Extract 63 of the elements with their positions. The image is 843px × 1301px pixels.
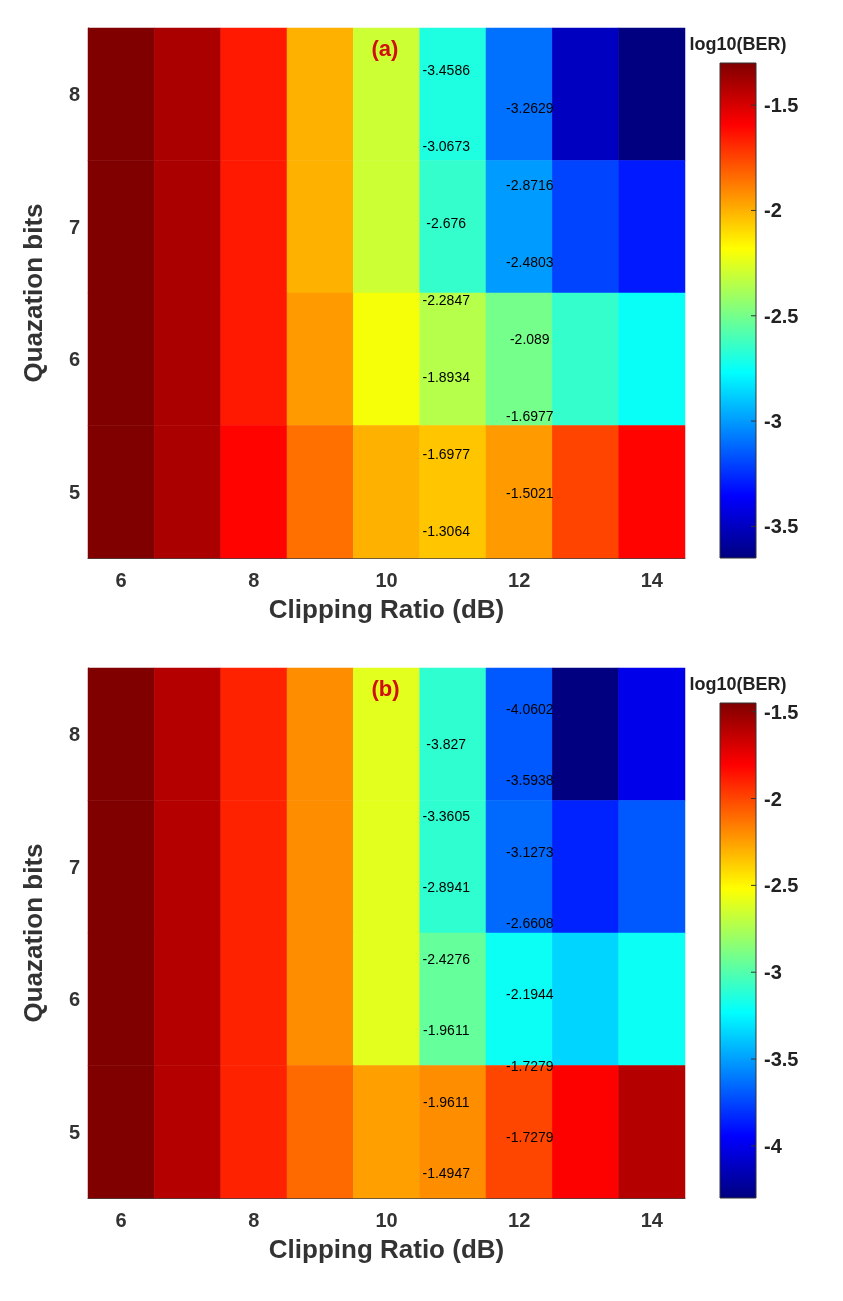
y-axis-title: Quazation bits bbox=[18, 843, 48, 1023]
y-tick-label: 7 bbox=[68, 855, 80, 878]
color-bar-label: -1.5 bbox=[764, 94, 799, 117]
y-axis-title: Quazation bits bbox=[18, 203, 48, 383]
x-tick-label: 8 bbox=[248, 1209, 260, 1231]
color-bar-label: -2 bbox=[764, 787, 782, 810]
y-tick-label: 8 bbox=[68, 723, 80, 746]
y-tick-label: 5 bbox=[68, 480, 80, 503]
x-tick-label: 10 bbox=[375, 569, 398, 591]
x-axis-title: Clipping Ratio (dB) bbox=[268, 594, 505, 624]
color-bar-label: -2 bbox=[764, 199, 782, 222]
chart-title: (b) bbox=[371, 675, 400, 701]
annotation: -2.8941 bbox=[422, 879, 471, 896]
color-bar-label: -3.5 bbox=[764, 1048, 799, 1071]
annotation: -4.0602 bbox=[506, 700, 554, 717]
color-bar-title: log10(BER) bbox=[689, 674, 787, 694]
color-bar-label: -1.5 bbox=[764, 700, 799, 723]
color-bar-label: -3 bbox=[764, 961, 782, 984]
annotation: -2.8716 bbox=[506, 176, 554, 193]
annotation: -1.9611 bbox=[422, 1022, 470, 1039]
annotation: -1.3064 bbox=[422, 523, 471, 540]
annotation: -2.1944 bbox=[506, 986, 554, 1003]
x-axis-title: Clipping Ratio (dB) bbox=[268, 1234, 505, 1264]
y-tick-label: 6 bbox=[68, 348, 80, 371]
x-tick-label: 8 bbox=[248, 569, 260, 591]
x-tick-label: 6 bbox=[115, 1209, 127, 1231]
color-bar-title: log10(BER) bbox=[689, 34, 787, 54]
color-bar-label: -4 bbox=[764, 1134, 783, 1157]
annotation: -1.5021 bbox=[506, 484, 554, 501]
annotation: -3.827 bbox=[426, 736, 467, 753]
annotation: -2.6608 bbox=[506, 915, 554, 931]
annotation: -3.2629 bbox=[506, 100, 554, 116]
annotation: -1.6977 bbox=[422, 446, 471, 463]
x-tick-label: 10 bbox=[375, 1209, 398, 1231]
annotation: -2.2847 bbox=[422, 292, 471, 309]
annotation: -2.676 bbox=[426, 215, 467, 232]
x-tick-label: 14 bbox=[640, 569, 664, 591]
annotation: -3.4586 bbox=[422, 61, 471, 78]
annotation: -3.0673 bbox=[422, 138, 471, 155]
color-bar-label: -2.5 bbox=[764, 874, 799, 897]
annotation: -3.1273 bbox=[506, 843, 554, 860]
y-tick-label: 5 bbox=[68, 1120, 80, 1143]
annotation: -2.4276 bbox=[422, 950, 471, 967]
annotation: -1.9611 bbox=[422, 1093, 470, 1110]
annotation: -1.7279 bbox=[506, 1129, 554, 1146]
x-tick-label: 14 bbox=[640, 1209, 664, 1231]
x-tick-label: 12 bbox=[508, 569, 531, 591]
x-tick-label: 12 bbox=[508, 1209, 531, 1231]
annotation: -1.4947 bbox=[422, 1165, 471, 1181]
color-bar-label: -3.5 bbox=[764, 515, 799, 538]
color-bar-label: -2.5 bbox=[764, 304, 799, 327]
annotation: -1.6977 bbox=[506, 407, 554, 424]
annotation: -3.5938 bbox=[506, 772, 554, 789]
annotation: -2.089 bbox=[509, 330, 550, 347]
y-tick-label: 8 bbox=[68, 83, 80, 106]
annotation: -2.4803 bbox=[506, 253, 554, 270]
y-tick-label: 7 bbox=[68, 215, 80, 238]
annotation: -3.3605 bbox=[422, 807, 471, 824]
color-bar-label: -3 bbox=[764, 410, 782, 433]
y-tick-label: 6 bbox=[68, 988, 80, 1011]
annotation: -1.8934 bbox=[422, 369, 471, 386]
x-tick-label: 6 bbox=[115, 569, 127, 591]
chart-title: (a) bbox=[371, 35, 399, 61]
